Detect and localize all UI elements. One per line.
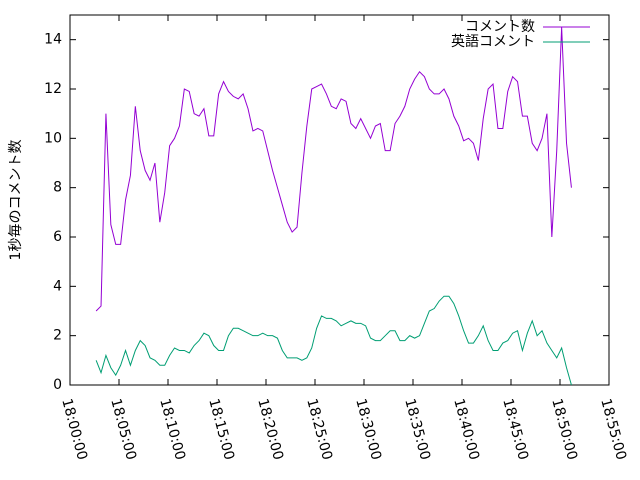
y-tick-label: 8: [53, 180, 62, 196]
x-tick-label: 18:30:00: [352, 397, 384, 462]
legend-label: コメント数: [465, 19, 535, 35]
y-tick-label: 0: [53, 377, 62, 393]
y-axis-label: 1秒毎のコメント数: [8, 140, 24, 261]
y-tick-label: 12: [44, 81, 62, 97]
y-tick-label: 4: [53, 278, 62, 294]
x-tick-label: 18:00:00: [58, 397, 90, 462]
plot-border: [69, 14, 610, 386]
legend-label: 英語コメント: [451, 33, 535, 50]
x-tick-label: 18:20:00: [254, 397, 286, 462]
x-tick-label: 18:45:00: [499, 397, 531, 462]
x-tick-label: 18:35:00: [401, 397, 433, 462]
x-tick-label: 18:25:00: [303, 397, 335, 462]
series-line: [95, 295, 572, 386]
x-tick-label: 18:10:00: [156, 397, 188, 462]
y-tick-label: 6: [53, 229, 62, 245]
x-tick-label: 18:05:00: [107, 397, 139, 462]
y-tick-label: 10: [44, 130, 62, 146]
x-tick-label: 18:15:00: [205, 397, 237, 462]
x-tick-label: 18:55:00: [597, 397, 629, 462]
series-line: [95, 27, 572, 312]
x-tick-label: 18:50:00: [548, 397, 580, 462]
y-tick-label: 14: [44, 32, 62, 48]
x-tick-label: 18:40:00: [450, 397, 482, 462]
y-tick-label: 2: [53, 328, 62, 344]
